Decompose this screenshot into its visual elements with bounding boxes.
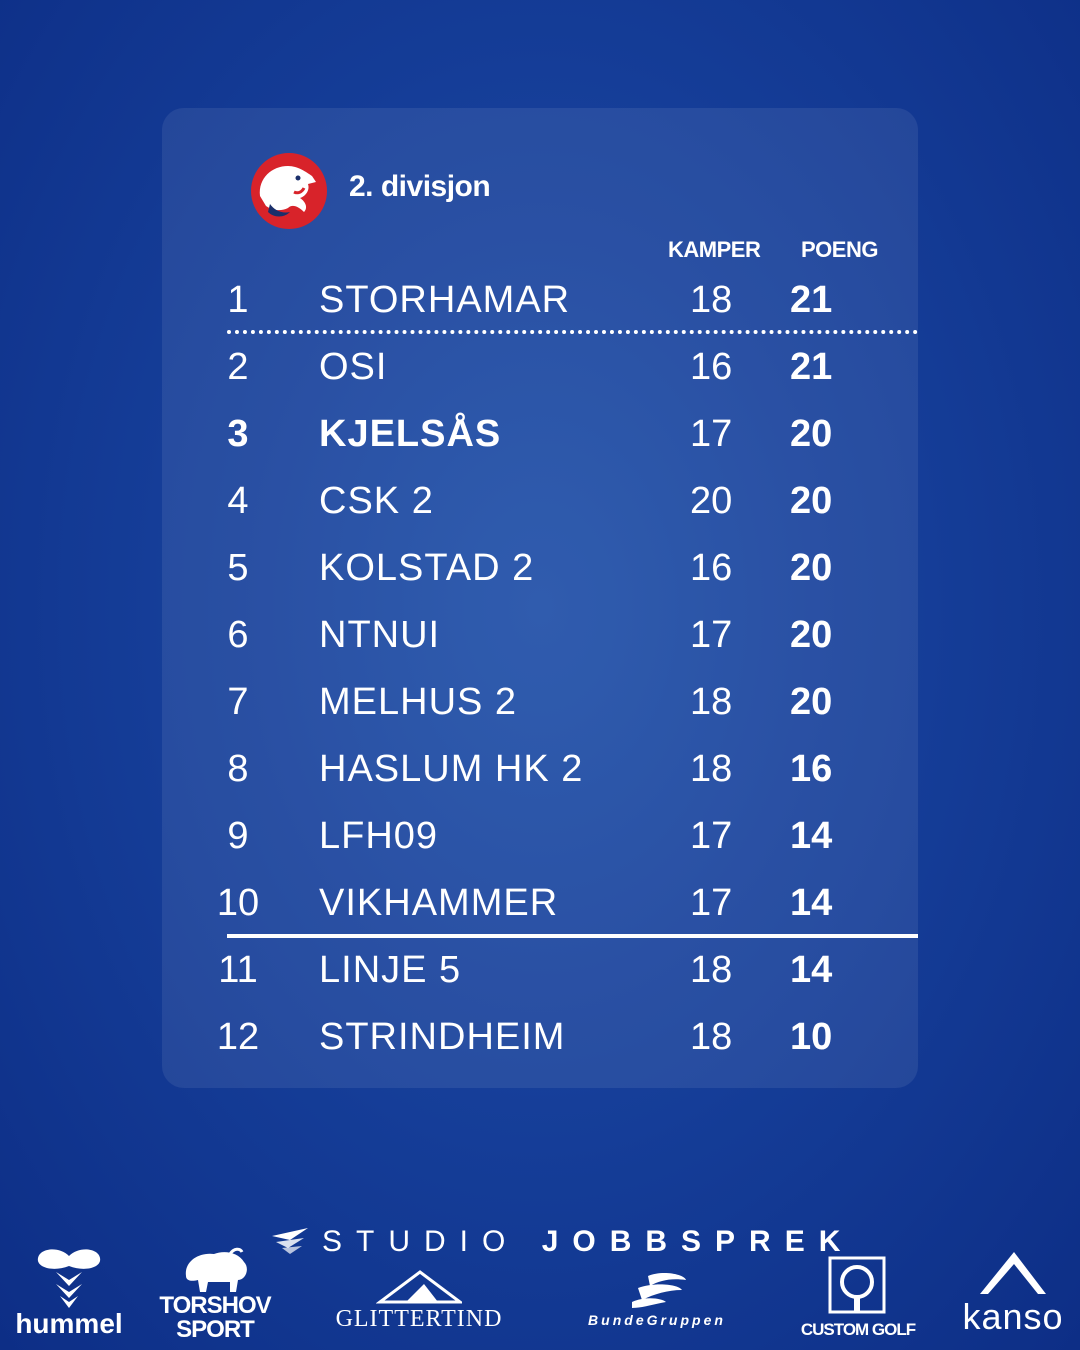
sponsor-kanso: kanso	[954, 1248, 1072, 1340]
kamper-cell: 18	[690, 1016, 733, 1058]
sponsor-glittertind: GLITTERTIND	[334, 1270, 504, 1334]
team-cell: STORHAMAR	[319, 279, 571, 321]
table-row: 4 CSK 2 20 20	[0, 471, 1080, 531]
rank-cell: 6	[227, 614, 249, 656]
table-row: 10 VIKHAMMER 17 14	[0, 873, 1080, 933]
division-title: 2. divisjon	[349, 170, 491, 203]
relegation-divider	[227, 934, 918, 938]
rank-cell: 7	[227, 681, 249, 723]
club-logo-polar-bear-icon	[251, 153, 327, 229]
sponsor-torshov-sport: TORSHOV SPORT	[158, 1246, 272, 1346]
poeng-cell: 21	[790, 346, 833, 388]
jobbsprek-label: JOBBSPREK	[541, 1225, 855, 1258]
table-row: 1 STORHAMAR 18 21	[0, 270, 1080, 330]
rank-cell: 8	[227, 748, 249, 790]
kanso-label: kanso	[962, 1296, 1064, 1337]
kamper-cell: 18	[690, 748, 733, 790]
team-cell: STRINDHEIM	[319, 1016, 566, 1058]
promotion-divider	[227, 330, 918, 334]
table-row: 11 LINJE 5 18 14	[0, 940, 1080, 1000]
rank-cell: 11	[218, 949, 258, 991]
poeng-cell: 20	[790, 413, 833, 455]
kamper-cell: 18	[690, 681, 733, 723]
table-row: 7 MELHUS 2 18 20	[0, 672, 1080, 732]
team-cell: VIKHAMMER	[319, 882, 559, 924]
team-cell: MELHUS 2	[319, 681, 518, 723]
team-cell: CSK 2	[319, 480, 434, 522]
poeng-cell: 14	[790, 815, 833, 857]
rank-cell: 3	[227, 413, 249, 455]
glittertind-label: GLITTERTIND	[335, 1306, 503, 1332]
column-header-poeng: POENG	[801, 237, 878, 262]
bundegruppen-swirl-icon	[632, 1273, 686, 1308]
sponsor-custom-golf: CUSTOM GOLF	[796, 1256, 920, 1342]
rank-cell: 9	[227, 815, 249, 857]
custom-golf-icon	[828, 1256, 886, 1314]
poeng-cell: 20	[790, 614, 833, 656]
table-row: 12 STRINDHEIM 18 10	[0, 1007, 1080, 1067]
kamper-cell: 17	[690, 815, 733, 857]
sponsor-studio-jobbsprek: STUDIO JOBBSPREK	[270, 1222, 840, 1262]
poeng-cell: 20	[790, 480, 833, 522]
poeng-cell: 10	[790, 1016, 833, 1058]
table-row: 2 OSI 16 21	[0, 337, 1080, 397]
kamper-cell: 17	[690, 413, 733, 455]
studio-swoosh-icon	[272, 1228, 308, 1254]
team-cell: OSI	[319, 346, 388, 388]
kamper-cell: 17	[690, 614, 733, 656]
table-row: 9 LFH09 17 14	[0, 806, 1080, 866]
team-cell: LINJE 5	[319, 949, 462, 991]
poeng-cell: 21	[790, 279, 833, 321]
kamper-cell: 16	[690, 547, 733, 589]
kamper-cell: 18	[690, 279, 733, 321]
bundegruppen-label: BundeGruppen	[588, 1312, 726, 1328]
rank-cell: 4	[227, 480, 249, 522]
team-cell: NTNUI	[319, 614, 441, 656]
column-header-kamper: KAMPER	[668, 237, 761, 262]
rank-cell: 12	[216, 1016, 260, 1058]
rank-cell: 1	[227, 279, 249, 321]
rank-cell: 2	[227, 346, 249, 388]
kanso-peak-icon	[980, 1252, 1046, 1294]
hummel-bee-icon	[37, 1249, 101, 1308]
torshov-label-line2: SPORT	[176, 1316, 255, 1343]
rank-cell: 5	[227, 547, 249, 589]
kamper-cell: 18	[690, 949, 733, 991]
team-cell: LFH09	[319, 815, 439, 857]
rank-cell: 10	[216, 882, 260, 924]
poeng-cell: 20	[790, 681, 833, 723]
table-row: 5 KOLSTAD 2 16 20	[0, 538, 1080, 598]
kamper-cell: 20	[690, 480, 733, 522]
custom-golf-label: CUSTOM GOLF	[800, 1320, 916, 1339]
sponsor-hummel: hummel	[14, 1246, 124, 1341]
studio-label: STUDIO	[322, 1225, 520, 1258]
standings-card	[162, 108, 918, 1088]
team-cell: KOLSTAD 2	[319, 547, 535, 589]
kamper-cell: 16	[690, 346, 733, 388]
hummel-label: hummel	[15, 1308, 123, 1339]
team-cell: KJELSÅS	[319, 413, 502, 455]
table-row: 8 HASLUM HK 2 18 16	[0, 739, 1080, 799]
poeng-cell: 14	[790, 882, 833, 924]
kamper-cell: 17	[690, 882, 733, 924]
table-row: 3 KJELSÅS 17 20	[0, 404, 1080, 464]
poeng-cell: 14	[790, 949, 833, 991]
team-cell: HASLUM HK 2	[319, 748, 584, 790]
torshov-label-line1: TORSHOV	[159, 1292, 271, 1319]
table-row: 6 NTNUI 17 20	[0, 605, 1080, 665]
sponsor-bundegruppen: BundeGruppen	[574, 1272, 740, 1332]
mountain-icon	[376, 1270, 462, 1304]
bison-icon	[185, 1247, 247, 1292]
poeng-cell: 16	[790, 748, 833, 790]
poeng-cell: 20	[790, 547, 833, 589]
